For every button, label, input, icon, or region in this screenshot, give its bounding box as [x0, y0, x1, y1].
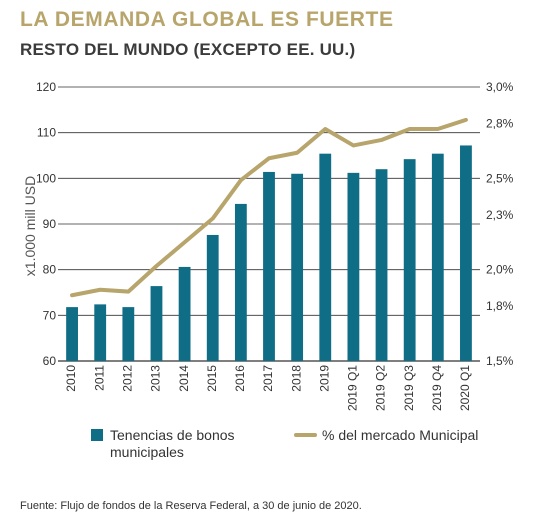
- bar-2019-q2: [375, 169, 388, 361]
- y-axis-left-tick-label: 60: [43, 354, 57, 368]
- x-axis-label-2019-q3: 2019 Q3: [402, 365, 416, 411]
- y-axis-left-ticks: 60 70 80 90 100 110 120: [36, 80, 56, 368]
- bar-2019-q4: [431, 153, 444, 361]
- bar-2015: [206, 234, 219, 361]
- bar-2017: [263, 171, 275, 361]
- y-axis-right-tick-label: 2,5%: [486, 171, 514, 185]
- bar-2019-q3: [403, 159, 416, 361]
- y-axis-right-tick-label: 3,0%: [486, 80, 514, 94]
- y-axis-right-tick-label: 2,3%: [486, 208, 514, 222]
- y-axis-left-tick-label: 100: [36, 171, 56, 185]
- x-axis-label-2017: 2017: [261, 365, 275, 392]
- bars: [66, 145, 472, 361]
- y-axis-right-tick-label: 2,0%: [486, 263, 514, 277]
- bar-2018: [291, 173, 304, 361]
- x-axis-label-2012: 2012: [121, 365, 135, 392]
- legend-line-label: % del mercado Municipal: [322, 427, 478, 443]
- bar-2013: [150, 286, 163, 361]
- y-axis-right-tick-label: 1,5%: [486, 354, 514, 368]
- legend-bar-swatch: [91, 429, 103, 441]
- x-axis-label-2010: 2010: [64, 365, 78, 392]
- bar-2019-q1: [347, 172, 360, 361]
- line-series: [70, 117, 468, 298]
- bar-2020-q1: [460, 145, 472, 361]
- chart-title: LA DEMANDA GLOBAL ES FUERTE: [20, 8, 394, 31]
- x-axis-label-2016: 2016: [233, 365, 247, 392]
- y-axis-left-tick-label: 90: [43, 217, 57, 231]
- bar-2012: [122, 307, 135, 361]
- legend-bar-label-line-1: Tenencias de bonos: [110, 427, 235, 443]
- y-axis-label: x1.000 mill USD: [22, 176, 38, 276]
- x-axis-label-2014: 2014: [177, 365, 191, 392]
- x-axis-labels: 2010 2011 2012 2013 2014 2015 2016 2017 2018 2019…: [64, 365, 472, 411]
- y-axis-right-tick-label: 2,8%: [486, 117, 514, 131]
- x-axis-label-2019-q1: 2019 Q1: [346, 365, 360, 411]
- x-axis-label-2011: 2011: [92, 365, 106, 391]
- y-axis-left-tick-label: 70: [43, 308, 57, 322]
- bar-2016: [234, 203, 247, 361]
- bar-2010: [66, 307, 78, 361]
- x-axis-label-2019: 2019: [317, 365, 331, 392]
- x-axis-label-2020-q1: 2020 Q1: [458, 365, 472, 411]
- y-axis-right-tick-label: 1,8%: [486, 299, 514, 313]
- x-axis-label-2018: 2018: [289, 365, 303, 392]
- source-note: Fuente: Flujo de fondos de la Reserva Fe…: [20, 500, 362, 512]
- legend-bar-label: Tenencias de bonos municipales: [110, 427, 238, 460]
- bar-2019: [319, 153, 332, 361]
- y-axis-left-tick-label: 110: [37, 126, 56, 140]
- x-axis-label-2019-q4: 2019 Q4: [430, 365, 444, 411]
- legend-bar-label-line-2: municipales: [110, 444, 184, 460]
- y-axis-left-tick-label: 80: [43, 263, 57, 277]
- bar-2014: [178, 266, 191, 361]
- chart-subtitle: RESTO DEL MUNDO (EXCEPTO EE. UU.): [20, 40, 356, 59]
- bar-2011: [94, 304, 107, 361]
- legend: Tenencias de bonos municipales % del mer…: [91, 427, 478, 460]
- x-axis-label-2013: 2013: [149, 365, 163, 392]
- x-axis-label-2015: 2015: [205, 365, 219, 392]
- x-axis-label-2019-q2: 2019 Q2: [374, 365, 388, 411]
- y-axis-left-tick-label: 120: [36, 80, 56, 94]
- y-axis-right-ticks: 1,5% 1,8% 2,0% 2,3% 2,5% 2,8% 3,0%: [486, 80, 514, 368]
